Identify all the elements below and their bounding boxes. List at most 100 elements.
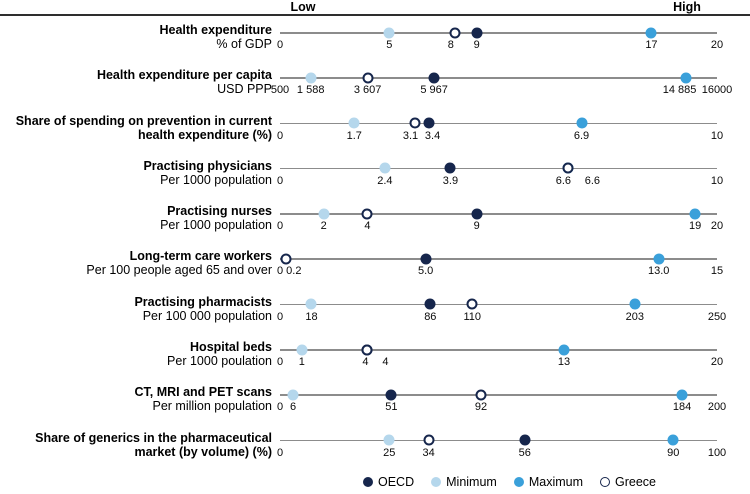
value-label-maximum: 13.0 — [648, 265, 670, 278]
row-plot: 0 10 1.7 3.1 3.4 6.9 — [277, 108, 723, 153]
row-plot: 0 20 5 8 9 17 — [277, 17, 723, 62]
data-dot-oecd — [519, 434, 531, 446]
axis-line — [280, 258, 717, 260]
data-dot-maximum — [629, 298, 641, 310]
value-label-maximum: 6.9 — [573, 129, 590, 142]
row-label-subtitle: Per 1000 population — [160, 172, 272, 187]
row-plot: 0 200 6 51 92 184 — [276, 379, 726, 424]
axis-line — [280, 122, 717, 125]
row-plot: 0 20 1 4 13 4 — [277, 334, 723, 379]
row-label-title: Practising pharmacists — [134, 294, 272, 309]
value-label-minimum: 1 588 — [296, 84, 325, 97]
axis-min-label: 0 — [276, 401, 284, 414]
axis-max-label: 20 — [710, 220, 724, 233]
row-label: Share of spending on prevention in curre… — [0, 114, 272, 142]
value-label-greece: 110 — [463, 310, 482, 323]
value-label-maximum: 184 — [672, 401, 692, 414]
axis-min-label: 0 — [276, 220, 284, 233]
data-dot-maximum — [676, 389, 688, 401]
data-dot-greece — [409, 117, 421, 129]
value-label-minimum: 1.7 — [346, 129, 362, 142]
value-label-greece: 4 — [362, 356, 369, 369]
chart-row: Share of spending on prevention in curre… — [0, 108, 750, 153]
data-dot-oecd — [420, 253, 432, 265]
chart-legend: OECD Minimum Maximum Greece — [363, 475, 656, 489]
data-dot-oecd — [385, 389, 397, 401]
value-label-minimum: 2.4 — [377, 174, 393, 187]
value-label-oecd: 9 — [473, 220, 480, 233]
row-label: Practising nurses Per 1000 population — [0, 204, 272, 232]
chart-row: Share of generics in the pharmaceutical m… — [0, 425, 750, 470]
axis-max-label: 200 — [707, 401, 727, 414]
axis-min-label: 0 — [276, 446, 284, 459]
chart-row: Long-term care workers Per 100 people age… — [0, 243, 750, 288]
row-label: Share of generics in the pharmaceutical m… — [0, 431, 272, 459]
value-label-greece: 8 — [447, 39, 454, 51]
value-label-minimum: 1 — [298, 356, 305, 369]
data-dot-maximum — [667, 434, 679, 446]
legend-label: OECD — [378, 475, 415, 489]
data-dot-oecd — [471, 208, 483, 220]
chart-row: Practising nurses Per 1000 population 0 20 2… — [0, 198, 750, 243]
legend-dot-minimum-icon — [431, 477, 442, 487]
legend-dot-maximum-icon — [513, 477, 524, 487]
row-label-subtitle: health expenditure (%) — [137, 127, 272, 142]
value-label-oecd: 51 — [385, 401, 398, 414]
axis-line — [280, 213, 717, 215]
value-label-minimum: 5 — [386, 39, 393, 51]
value-label-oecd: 5.0 — [418, 265, 434, 278]
data-dot-minimum — [383, 434, 395, 446]
chart-row: Practising physicians Per 1000 population… — [0, 153, 750, 198]
legend-item-maximum: Maximum — [513, 475, 583, 489]
row-label: Long-term care workers Per 100 people age… — [0, 249, 272, 277]
value-label-oecd: 9 — [473, 39, 480, 51]
value-label-oecd: 86 — [424, 310, 437, 323]
data-dot-minimum — [348, 117, 360, 129]
data-dot-maximum — [558, 344, 570, 356]
header-low-label: Low — [290, 0, 316, 14]
legend-item-minimum: Minimum — [431, 475, 497, 489]
value-label-greece: 34 — [422, 446, 435, 459]
data-dot-minimum — [383, 27, 395, 38]
axis-min-label: 500 — [270, 84, 290, 97]
row-label: Health expenditure per capita USD PPP — [0, 68, 272, 96]
row-label-title: Hospital beds — [190, 340, 272, 355]
axis-min-label: 0 — [276, 174, 284, 187]
axis-line — [280, 394, 717, 396]
axis-max-label: 20 — [710, 39, 724, 51]
row-label: Health expenditure% of GDP — [0, 23, 272, 51]
axis-max-label: 10 — [710, 174, 724, 187]
axis-line — [280, 303, 717, 306]
row-label-subtitle: % of GDP — [216, 37, 272, 51]
axis-max-label: 15 — [710, 265, 724, 278]
value-label-oecd: 56 — [518, 446, 531, 459]
value-label-maximum: 90 — [667, 446, 680, 459]
axis-line — [280, 349, 717, 351]
data-dot-greece — [466, 298, 478, 310]
data-dot-oecd — [428, 72, 440, 84]
axis-max-label: 100 — [707, 446, 727, 459]
value-label-oecd: 5 967 — [420, 84, 448, 97]
row-label: Practising pharmacists Per 100 000 popula… — [0, 295, 272, 323]
data-dot-minimum — [379, 162, 391, 174]
data-dot-greece — [362, 72, 374, 84]
legend-dot-greece-icon — [600, 477, 610, 487]
axis-max-label: 20 — [710, 356, 724, 369]
data-dot-maximum — [576, 117, 588, 129]
data-dot-greece — [361, 208, 373, 220]
row-label-subtitle: Per million population — [152, 399, 272, 414]
legend-dot-oecd-icon — [363, 477, 373, 487]
axis-line — [280, 77, 717, 79]
axis-max-label: 250 — [707, 310, 727, 323]
data-dot-oecd — [424, 298, 436, 310]
row-plot: 0 15 5.0 13.0 0.2 — [277, 243, 723, 288]
row-plot: 0 10 2.4 3.9 6.6 6.6 — [276, 153, 723, 198]
row-label-subtitle: Per 1000 poulation — [167, 354, 272, 369]
axis-max-label: 10 — [710, 129, 724, 142]
value-label-greece: 4 — [364, 220, 371, 233]
row-label-title: Practising physicians — [143, 158, 272, 173]
row-label: Practising physicians Per 1000 population — [0, 159, 272, 187]
data-dot-minimum — [305, 298, 317, 310]
data-dot-greece — [280, 253, 292, 265]
data-dot-oecd — [444, 162, 456, 174]
